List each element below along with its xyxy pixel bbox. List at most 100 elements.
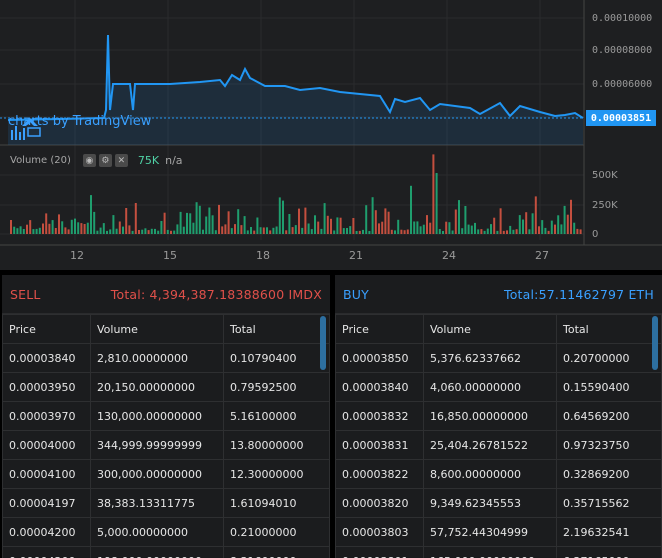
volume-bar — [480, 229, 483, 234]
sell-orders-panel: SELL Total: 4,394,387.18388600 IMDX Pric… — [2, 275, 330, 558]
price-chart[interactable]: 0.00010000 0.00008000 0.00006000 500K 25… — [0, 0, 662, 270]
header-price[interactable]: Price — [2, 314, 91, 344]
volume-bar — [64, 227, 67, 234]
table-row[interactable]: 0.00003822 8,600.00000000 0.32869200 — [335, 459, 662, 489]
chart-grid — [0, 0, 662, 246]
scrollbar[interactable] — [320, 316, 326, 370]
volume-bar — [365, 205, 368, 234]
volume-bar — [205, 216, 208, 234]
volume-bar — [400, 229, 403, 234]
volume-bar — [240, 225, 243, 234]
table-row[interactable]: 0.00004197 38,383.13311775 1.61094010 — [2, 488, 330, 518]
volume-bar — [371, 197, 374, 234]
volume-bar — [506, 230, 508, 234]
tradingview-watermark[interactable]: charts by TradingView — [8, 114, 151, 140]
cell-price: 0.00003801 — [335, 546, 424, 558]
cell-price: 0.00003840 — [335, 372, 424, 402]
volume-bar — [336, 217, 339, 234]
table-row[interactable]: 0.00004200 5,000.00000000 0.21000000 — [2, 517, 330, 547]
volume-bar — [522, 219, 524, 234]
cell-total: 0.21000000 — [223, 517, 330, 547]
volume-bar — [477, 229, 480, 234]
volume-bar — [198, 205, 201, 234]
table-row[interactable]: 0.00004100 300,000.00000000 12.30000000 — [2, 459, 330, 489]
table-row[interactable]: 0.00003831 25,404.26781522 0.97323750 — [335, 430, 662, 460]
volume-bar — [160, 221, 163, 234]
x-tick: 12 — [70, 249, 84, 262]
cell-price: 0.00003803 — [335, 517, 424, 547]
header-total[interactable]: Total — [223, 314, 330, 344]
header-volume[interactable]: Volume — [423, 314, 557, 344]
chart-canvas[interactable]: 0.00010000 0.00008000 0.00006000 500K 25… — [0, 0, 662, 270]
buy-table: Price Volume Total 0.00003850 5,376.62337… — [335, 314, 662, 558]
scrollbar[interactable] — [652, 316, 658, 370]
header-total[interactable]: Total — [556, 314, 662, 344]
cell-price: 0.00003950 — [2, 372, 91, 402]
volume-bar — [541, 220, 544, 234]
table-row[interactable]: 0.00003840 2,810.00000000 0.10790400 — [2, 343, 330, 373]
buy-orders-panel: BUY Total:57.11462797 ETH Price Volume T… — [335, 275, 662, 558]
volume-bar — [253, 230, 256, 234]
table-row[interactable]: 0.00003801165,000.000000006.27165000 — [335, 546, 662, 558]
cell-price: 0.00003832 — [335, 401, 424, 431]
tradingview-logo-icon — [11, 118, 41, 140]
volume-bar — [230, 228, 233, 234]
volume-bar — [531, 213, 534, 234]
volume-bar — [35, 228, 38, 234]
volume-bar — [102, 223, 105, 234]
volume-legend: Volume (20) ◉ ⚙ ✕ 75K n/a — [10, 154, 183, 167]
volume-bar — [250, 227, 252, 234]
volume-bar — [256, 217, 259, 234]
x-tick: 18 — [256, 249, 270, 262]
gear-icon[interactable]: ⚙ — [98, 154, 112, 167]
cell-volume: 165,000.00000000 — [423, 546, 557, 558]
cell-volume: 38,383.13311775 — [90, 488, 224, 518]
volume-bar — [29, 220, 32, 234]
cell-price: 0.00004100 — [2, 459, 91, 489]
table-row[interactable]: 0.00003832 16,850.00000000 0.64569200 — [335, 401, 662, 431]
volume-bar — [458, 200, 460, 234]
table-row[interactable]: 0.00003950 20,150.00000000 0.79592500 — [2, 372, 330, 402]
volume-bar — [310, 229, 313, 234]
header-price[interactable]: Price — [335, 314, 424, 344]
volume-bar — [93, 211, 96, 234]
cell-price: 0.00003840 — [2, 343, 91, 373]
cell-volume: 9,349.62345553 — [423, 488, 557, 518]
volume-bar — [67, 229, 70, 234]
volume-bar — [138, 230, 140, 234]
volume-bar — [275, 226, 278, 234]
table-row[interactable]: 0.00003803 57,752.44304999 2.19632541 — [335, 517, 662, 547]
volume-bar — [186, 212, 188, 234]
table-row[interactable]: 0.00004000 344,999.99999999 13.80000000 — [2, 430, 330, 460]
close-icon[interactable]: ✕ — [114, 154, 128, 167]
volume-bar — [355, 231, 358, 234]
cell-total: 0.15590400 — [556, 372, 662, 402]
table-row[interactable]: 0.00003820 9,349.62345553 0.35715562 — [335, 488, 662, 518]
volume-bar — [358, 230, 361, 234]
table-row[interactable]: 0.00003850 5,376.62337662 0.20700000 — [335, 343, 662, 373]
x-tick: 15 — [163, 249, 177, 262]
volume-bar — [512, 229, 515, 234]
table-row[interactable]: 0.00003970 130,000.00000000 5.16100000 — [2, 401, 330, 431]
volume-bar — [560, 224, 563, 234]
table-row[interactable]: 0.00004200198,000.000000008.31600000 — [2, 546, 330, 558]
volume-bar — [432, 154, 435, 234]
header-volume[interactable]: Volume — [90, 314, 224, 344]
volume-bar — [42, 223, 44, 234]
volume-bar — [48, 223, 51, 234]
cell-total: 0.97323750 — [556, 430, 662, 460]
cell-price: 0.00003831 — [335, 430, 424, 460]
volume-bar — [211, 215, 214, 234]
cell-total: 0.32869200 — [556, 459, 662, 489]
volume-bar — [298, 208, 300, 234]
cell-total: 2.19632541 — [556, 517, 662, 547]
volume-bar — [461, 228, 464, 234]
volume-bar — [394, 230, 396, 234]
volume-bar — [96, 230, 99, 234]
eye-icon[interactable]: ◉ — [82, 154, 96, 167]
cell-volume: 130,000.00000000 — [90, 401, 224, 431]
cell-volume: 2,810.00000000 — [90, 343, 224, 373]
volume-bar — [547, 230, 550, 234]
volume-bar — [413, 221, 416, 234]
table-row[interactable]: 0.00003840 4,060.00000000 0.15590400 — [335, 372, 662, 402]
